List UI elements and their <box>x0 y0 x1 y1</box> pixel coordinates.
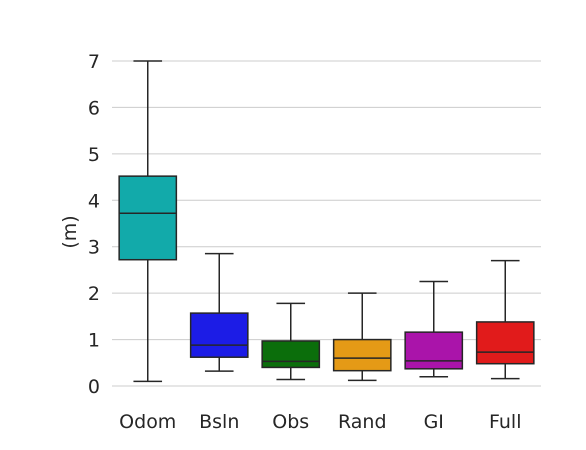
y-tick-label-7: 7 <box>88 51 100 73</box>
x-tick-label-obs: Obs <box>272 411 309 433</box>
y-tick-label-2: 2 <box>88 283 100 305</box>
y-tick-label-4: 4 <box>88 190 100 212</box>
iqr-box-obs <box>261 340 321 369</box>
iqr-box-rand <box>332 338 392 372</box>
box-gi <box>404 280 464 378</box>
iqr-box-full <box>475 321 535 365</box>
box-rand <box>332 292 392 382</box>
y-tick-label-0: 0 <box>88 376 100 398</box>
y-tick-label-3: 3 <box>88 237 100 259</box>
y-tick-label-1: 1 <box>88 330 100 352</box>
x-tick-label-full: Full <box>489 411 522 433</box>
grid-lines <box>112 60 541 387</box>
box-full <box>475 259 535 380</box>
y-axis-label: (m) <box>59 215 81 248</box>
box-odom <box>118 60 178 383</box>
x-axis-ticks: Odom Bsln Obs Rand GI Full <box>119 411 521 433</box>
x-tick-label-odom: Odom <box>119 411 176 433</box>
y-axis-ticks: 0 1 2 3 4 5 6 7 <box>88 51 100 398</box>
iqr-box-odom <box>118 175 178 261</box>
x-tick-label-bsln: Bsln <box>199 411 239 433</box>
x-tick-label-rand: Rand <box>338 411 387 433</box>
iqr-box-gi <box>404 331 464 370</box>
x-tick-label-gi: GI <box>424 411 444 433</box>
y-tick-label-6: 6 <box>88 97 100 119</box>
iqr-box-bsln <box>189 312 249 358</box>
boxes <box>118 60 535 383</box>
box-obs <box>261 302 321 381</box>
box-bsln <box>189 252 249 372</box>
y-tick-label-5: 5 <box>88 144 100 166</box>
